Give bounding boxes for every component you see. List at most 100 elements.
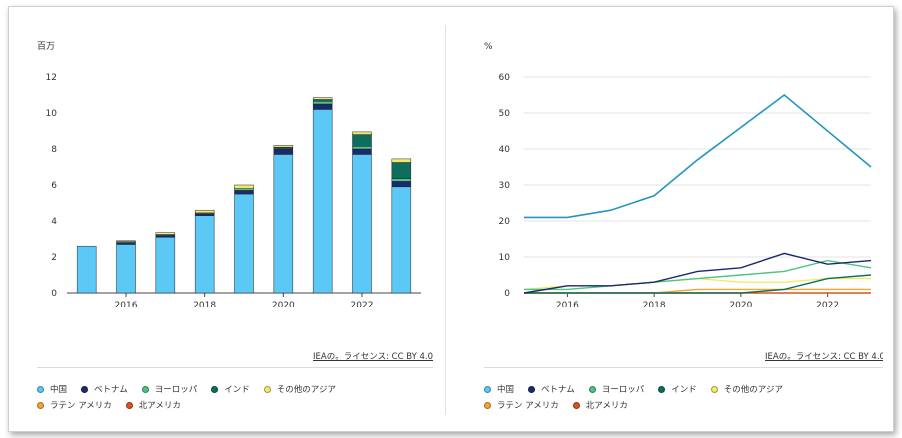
legend-item[interactable]: ラテン アメリカ [37,399,112,411]
bar-y-tick-label: 8 [51,145,57,155]
legend-item[interactable]: ベトナム [528,383,575,395]
line-series [524,274,872,294]
legend-label: ベトナム [541,385,575,395]
bar-segment [273,145,294,148]
bar-segment [352,154,372,294]
legend-item[interactable]: 中国 [37,383,67,395]
legend-swatch [484,401,491,409]
legend-item[interactable]: 中国 [484,383,514,395]
bar-segment [194,209,215,214]
legend-swatch [484,385,491,393]
bar-segment [391,162,412,179]
bar-y-tick-label: 6 [51,181,57,191]
bar-segment [273,154,294,294]
bar-segment [234,184,254,189]
line-series [523,252,872,294]
line-legend: 中国 ベトナム ヨーロッパ インド その他のアジアラテン アメリカ 北アメリカ [484,381,797,413]
left-panel: 百万 0 2 4 6 8 10 12 2016 2018 2020 2022 IEAの。ライセンス:… [9,7,445,431]
line-y-tick-label: 60 [499,73,511,83]
bar-segment [352,146,372,150]
bar-x-tick-label: 2020 [272,301,295,307]
bar-segment [391,186,412,294]
line-y-tick-label: 50 [499,109,511,119]
bar-x-tick-label: 2022 [351,301,374,307]
line-y-tick-label: 0 [504,289,510,299]
bar-segment [391,178,412,182]
legend-label: その他のアジア [276,385,336,395]
bar-y-tick-label: 4 [51,217,57,227]
line-series [524,93,872,219]
legend-row: ラテン アメリカ 北アメリカ [484,397,797,413]
legend-label: インド [224,385,250,395]
legend-item[interactable]: インド [211,383,250,395]
legend-swatch [263,385,271,393]
legend-swatch [81,385,89,393]
line-y-tick-label: 20 [499,217,511,227]
line-unit-label: % [484,42,493,52]
bar-y-tick-label: 10 [46,109,58,119]
legend-item[interactable]: その他のアジア [263,383,336,395]
line-y-tick-label: 40 [499,145,511,155]
bar-segment [155,236,176,294]
bar-legend-separator [37,367,433,368]
bar-segment [234,193,254,294]
legend-swatch [125,401,133,409]
bar-segment [352,134,372,147]
legend-item[interactable]: ラテン アメリカ [484,399,559,411]
legend-label: 北アメリカ [585,401,628,411]
legend-swatch [658,385,666,393]
bar-segment [116,242,136,245]
bar-y-tick-label: 0 [51,289,57,299]
right-panel: % 0 10 20 30 40 50 60 2016 2018 2020 2022 IEAの。ライセ… [446,7,893,431]
legend-label: インド [671,385,697,395]
legend-swatch [528,385,536,393]
bar-y-tick-label: 12 [46,73,57,83]
stacked-bar-chart: 百万 0 2 4 6 8 10 12 2016 2018 2020 2022 [37,41,421,307]
legend-swatch [588,385,596,393]
bar-segment [273,148,294,155]
line-x-tick-label: 2016 [556,301,579,307]
line-x-tick-label: 2020 [729,301,752,307]
bar-attribution-link[interactable]: IEAの。ライセンス: CC BY 4.0 [313,352,433,362]
bar-segment [312,101,333,105]
bar-segment [391,181,412,188]
legend-label: その他のアジア [723,385,783,395]
line-attribution-link[interactable]: IEAの。ライセンス: CC BY 4.0 [765,352,883,362]
legend-item[interactable]: その他のアジア [710,383,783,395]
legend-item[interactable]: 北アメリカ [572,399,628,411]
legend-label: 中国 [50,385,68,395]
panel-divider [445,25,446,415]
bar-y-tick-label: 2 [51,253,57,263]
line-series [524,259,872,291]
line-x-tick-label: 2022 [816,301,839,307]
legend-label: 中国 [497,385,515,395]
legend-row: 中国 ベトナム ヨーロッパ インド その他のアジア [484,381,797,397]
line-y-tick-label: 30 [499,181,511,191]
legend-label: 北アメリカ [138,401,181,411]
legend-label: ラテン アメリカ [50,401,112,411]
legend-swatch [572,401,580,409]
bar-segment [391,158,412,163]
chart-frame: 百万 0 2 4 6 8 10 12 2016 2018 2020 2022 IEAの。ライセンス:… [8,6,894,432]
legend-swatch [37,401,44,409]
legend-item[interactable]: 北アメリカ [125,399,181,411]
legend-item[interactable]: ヨーロッパ [588,383,645,395]
line-chart: % 0 10 20 30 40 50 60 2016 2018 2020 2022 [484,42,872,307]
bar-x-tick-label: 2016 [115,301,138,307]
legend-swatch [211,385,219,393]
bar-segment [155,232,176,235]
legend-swatch [141,385,149,393]
legend-label: ヨーロッパ [601,385,645,395]
legend-item[interactable]: ヨーロッパ [141,383,198,395]
line-y-tick-label: 10 [499,253,511,263]
bar-segment [352,131,372,135]
bar-segment [234,188,254,191]
bar-unit-label: 百万 [37,41,55,52]
legend-item[interactable]: インド [658,383,697,395]
bar-segment [194,213,215,216]
bar-segment [312,97,333,100]
legend-label: ラテン アメリカ [497,401,559,411]
legend-label: ヨーロッパ [154,385,198,395]
legend-item[interactable]: ベトナム [81,383,128,395]
bar-segment [116,244,136,294]
